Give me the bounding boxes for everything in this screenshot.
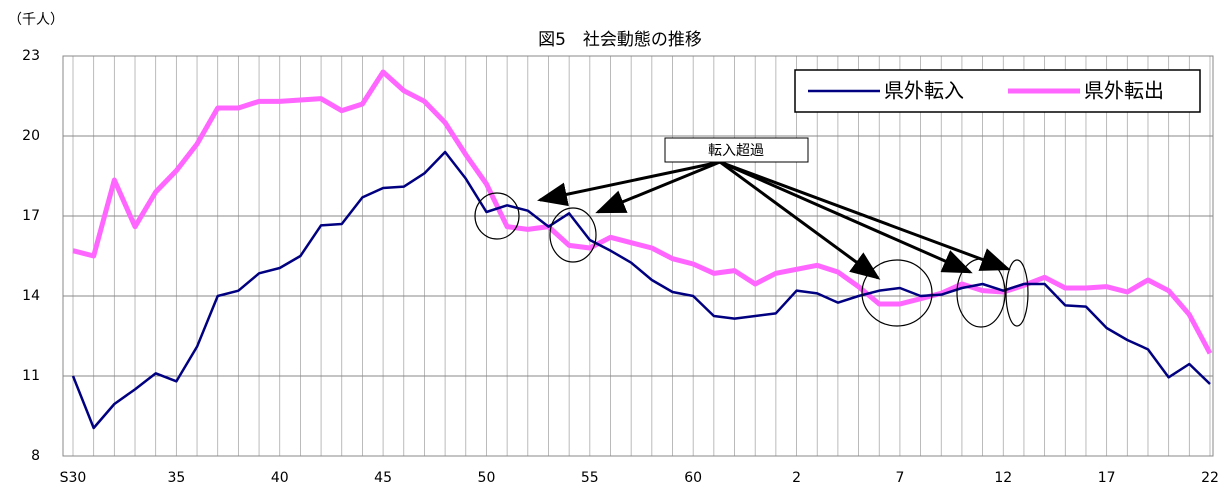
arrow — [719, 160, 973, 274]
y-tick-label: 20 — [22, 128, 40, 144]
x-tick-label: 2 — [792, 470, 801, 486]
x-tick-label: S30 — [60, 470, 87, 486]
arrow — [537, 160, 721, 207]
x-tick-label: 17 — [1098, 470, 1116, 486]
series-line — [72, 69, 1213, 355]
annotation-box — [664, 137, 809, 163]
plot-area — [62, 55, 1214, 457]
y-tick-label: 17 — [22, 208, 40, 224]
y-tick-label: 14 — [22, 288, 40, 304]
legend-label: 県外転出 — [1084, 79, 1164, 103]
ellipse — [549, 207, 597, 263]
chart-title: 図5 社会動態の推移 — [538, 30, 702, 50]
x-tick-label: 60 — [684, 470, 702, 486]
legend-label: 県外転入 — [884, 79, 964, 103]
lines — [71, 69, 1213, 430]
series-line — [71, 150, 1211, 430]
ellipse — [861, 259, 933, 327]
arrow — [719, 160, 1011, 271]
x-tick-label: 22 — [1201, 470, 1219, 486]
ellipse — [474, 192, 520, 240]
legend — [794, 69, 1201, 113]
x-tick-label: 12 — [994, 470, 1012, 486]
ellipse — [1005, 259, 1029, 327]
annotation: 転入超過 — [708, 143, 764, 159]
legend-entries: 県外転入 県外転出 — [808, 79, 1164, 103]
grid: 8 11 14 17 20 23 S30 35 40 45 50 55 60 2 7 12 17 22 — [22, 48, 1219, 486]
x-tick-label: 50 — [478, 470, 496, 486]
y-tick-label: 11 — [22, 368, 40, 384]
y-axis-label: （千人） — [8, 12, 64, 28]
arrow — [595, 160, 721, 214]
x-tick-label: 40 — [271, 470, 289, 486]
y-tick-label: 23 — [22, 48, 40, 64]
arrow — [719, 160, 881, 280]
x-tick-label: 45 — [374, 470, 392, 486]
arrows — [537, 160, 1011, 280]
x-tick-label: 35 — [167, 470, 185, 486]
y-tick-label: 8 — [31, 448, 40, 464]
x-tick-label: 55 — [581, 470, 599, 486]
x-tick-label: 7 — [895, 470, 904, 486]
